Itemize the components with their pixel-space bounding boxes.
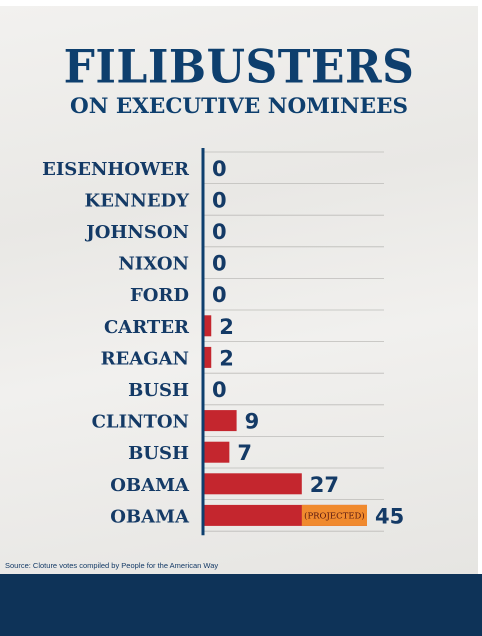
projected-annotation: (PROJECTED) — [304, 510, 365, 521]
value-label: 0 — [212, 157, 227, 181]
bar — [204, 315, 212, 337]
value-label: 0 — [212, 378, 227, 402]
value-label: 9 — [245, 410, 260, 434]
category-label: EISENHOWER — [42, 159, 190, 180]
category-label: NIXON — [118, 254, 189, 275]
value-label: 7 — [237, 441, 252, 465]
chart-subtitle: ON EXECUTIVE NOMINEES — [70, 94, 408, 119]
bar — [204, 346, 212, 368]
value-label: 0 — [212, 220, 227, 244]
value-label: 0 — [212, 188, 227, 212]
bar — [204, 441, 230, 463]
value-label: 0 — [212, 283, 227, 307]
category-label: JOHNSON — [84, 222, 189, 243]
category-label: BUSH — [128, 380, 189, 401]
bar — [204, 473, 302, 495]
category-label: OBAMA — [110, 506, 190, 527]
value-label: 2 — [219, 346, 234, 370]
value-label: 2 — [219, 315, 234, 339]
category-label: OBAMA — [110, 475, 190, 496]
footer-band — [0, 574, 482, 636]
value-label: 27 — [310, 473, 339, 497]
category-label: CARTER — [104, 317, 190, 338]
value-label: 45 — [375, 504, 404, 528]
projected-segment — [301, 504, 367, 526]
bar-chart: EISENHOWER 0 KENNEDY 0 JOHNSON 0 NIXON 0 FORD 0 CA… — [42, 148, 404, 536]
category-label: CLINTON — [92, 412, 189, 433]
value-label: 0 — [212, 252, 227, 276]
category-label: BUSH — [128, 443, 189, 464]
category-label: FORD — [130, 285, 189, 306]
category-label: KENNEDY — [85, 190, 191, 211]
source-note: Source: Cloture votes compiled by People… — [5, 561, 219, 570]
chart-title: FILIBUSTERS — [63, 40, 415, 95]
category-label: REAGAN — [101, 348, 189, 369]
bar — [204, 410, 237, 432]
